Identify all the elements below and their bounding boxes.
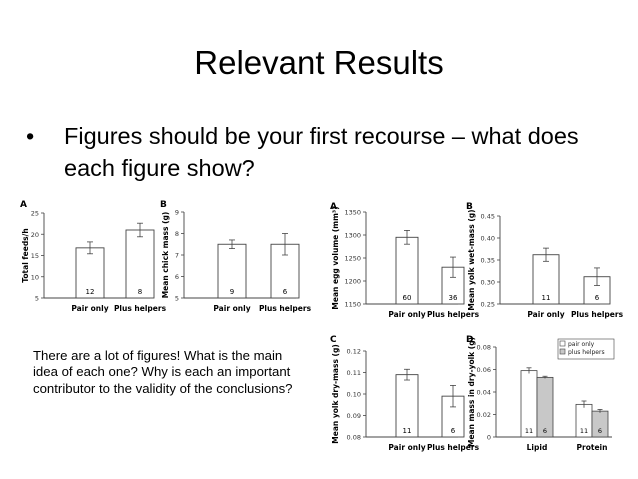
x-tick-label: Plus helpers: [427, 443, 480, 452]
sample-size-label: 11: [403, 427, 412, 435]
slide-title: Relevant Results: [194, 44, 444, 81]
y-tick-label: 0.06: [477, 366, 491, 374]
legend-entry: pair only: [568, 341, 595, 348]
y-axis-label: Mean yolk wet-mass (g): [467, 209, 476, 310]
y-tick-label: 6: [175, 273, 179, 281]
sample-size-label: 6: [283, 288, 288, 296]
y-tick-label: 0.45: [481, 213, 495, 221]
y-tick-label: 0.08: [347, 434, 361, 442]
y-tick-label: 9: [175, 209, 179, 217]
y-tick-label: 0.09: [347, 412, 361, 420]
y-tick-label: 25: [31, 210, 39, 218]
sample-size-label: 11: [542, 294, 551, 302]
sample-size-label: 8: [138, 288, 142, 296]
sample-size-label: 11: [525, 427, 533, 435]
y-tick-label: 7: [175, 252, 179, 260]
legend-box: [557, 338, 615, 360]
x-tick-label: Plus helpers: [571, 310, 624, 319]
y-tick-label: 0.30: [481, 279, 495, 287]
y-tick-label: 0.04: [477, 389, 491, 397]
y-tick-label: 0.08: [477, 344, 491, 352]
panel-letter: B: [160, 200, 167, 210]
sample-size-label: 6: [598, 427, 602, 435]
x-tick-label: Plus helpers: [427, 310, 480, 319]
y-tick-label: 1300: [344, 232, 361, 240]
y-axis-label: Mean mass in dry-yolk (g): [467, 337, 476, 447]
y-tick-label: 1200: [344, 278, 361, 286]
panel-letter: B: [466, 202, 473, 212]
y-tick-label: 0.25: [481, 301, 495, 309]
sample-size-label: 12: [86, 288, 95, 296]
y-tick-label: 8: [175, 230, 179, 238]
x-tick-label: Pair only: [213, 304, 250, 313]
y-axis-label: Mean egg volume (mm³): [331, 206, 340, 309]
y-tick-label: 1350: [344, 209, 361, 217]
sample-size-label: 6: [451, 427, 456, 435]
callout-text: There are a lot of figures! What is the …: [33, 348, 293, 396]
x-tick-label: Lipid: [527, 443, 548, 452]
y-tick-label: 0.35: [481, 257, 495, 265]
y-tick-label: 5: [175, 295, 179, 303]
chart-chick-mass: B Mean chick mass (g) 5 6 7 8 9 9 Pair only 6 Plus…: [160, 200, 312, 313]
panel-letter: C: [330, 335, 337, 345]
x-tick-label: Protein: [577, 443, 608, 452]
y-tick-label: 0.10: [347, 391, 361, 399]
sample-size-label: 60: [403, 294, 412, 302]
sample-size-label: 6: [543, 427, 547, 435]
bullet-text: Figures should be your first recourse – …: [64, 123, 579, 181]
y-axis-label: Mean chick mass (g): [161, 212, 170, 299]
legend-swatch: [559, 340, 566, 347]
y-tick-label: 0.02: [477, 411, 491, 419]
y-tick-label: 0: [487, 434, 491, 442]
y-tick-label: 20: [31, 231, 39, 239]
x-tick-label: Pair only: [388, 443, 425, 452]
x-tick-label: Plus helpers: [114, 304, 167, 313]
panel-letter: A: [330, 202, 337, 212]
panel-letter: D: [466, 335, 473, 345]
legend-entry: plus helpers: [568, 349, 605, 356]
y-tick-label: 1250: [344, 255, 361, 263]
sample-size-label: 9: [230, 288, 234, 296]
y-tick-label: 10: [31, 273, 39, 281]
x-tick-label: Pair only: [71, 304, 108, 313]
sample-size-label: 36: [449, 294, 458, 302]
panel-letter: A: [20, 200, 27, 210]
y-axis-label: Total feeds/h: [21, 228, 30, 282]
x-tick-label: Plus helpers: [259, 304, 312, 313]
y-tick-label: 0.12: [347, 348, 361, 356]
bullet-icon: •: [26, 123, 35, 149]
y-axis-label: Mean yolk dry-mass (g): [331, 344, 340, 443]
y-tick-label: 0.40: [481, 235, 495, 243]
y-tick-label: 5: [35, 295, 39, 303]
sample-size-label: 6: [595, 294, 600, 302]
x-tick-label: Pair only: [527, 310, 564, 319]
y-tick-label: 15: [31, 252, 39, 260]
sample-size-label: 11: [580, 427, 588, 435]
legend-swatch: [559, 348, 566, 355]
bar: [75, 247, 105, 299]
x-tick-label: Pair only: [388, 310, 425, 319]
bar: [532, 254, 560, 305]
chart-feeds: A Total feeds/h 5 10 15 20 25 12 Pair only 8 Plus …: [20, 200, 167, 313]
y-tick-label: 0.11: [347, 369, 361, 377]
y-tick-label: 1150: [344, 301, 361, 309]
